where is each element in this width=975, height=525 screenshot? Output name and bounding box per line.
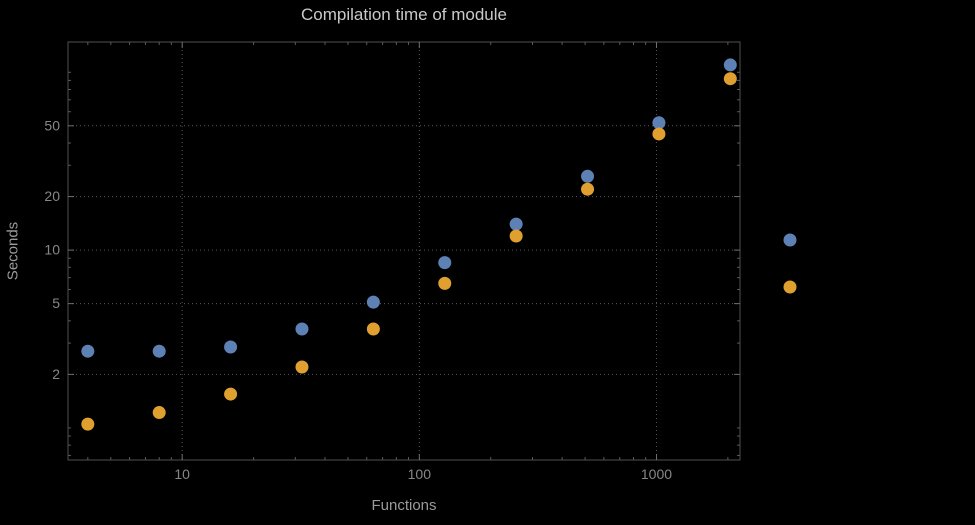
data-point-blue [152, 344, 166, 358]
y-tick-label: 2 [52, 366, 60, 382]
data-point-orange [152, 406, 166, 420]
chart-title: Compilation time of module [301, 5, 507, 24]
data-point-orange [366, 322, 380, 336]
y-tick-label: 10 [44, 242, 60, 258]
data-point-orange [581, 182, 595, 196]
legend-marker-blue [783, 233, 797, 247]
x-axis-label: Functions [371, 497, 437, 514]
data-point-blue [295, 322, 309, 336]
data-point-blue [652, 116, 666, 130]
x-tick-label: 100 [408, 466, 432, 482]
data-point-blue [438, 256, 452, 270]
data-point-orange [652, 127, 666, 141]
data-point-orange [438, 276, 452, 290]
data-point-orange [723, 72, 737, 86]
y-tick-label: 50 [44, 117, 60, 133]
data-point-blue [509, 217, 523, 231]
data-point-blue [723, 58, 737, 72]
data-point-orange [81, 417, 95, 431]
y-axis-label: Seconds [4, 221, 22, 281]
y-tick-label: 5 [52, 295, 60, 311]
x-tick-label: 1000 [641, 466, 672, 482]
plot-frame [67, 41, 741, 461]
data-point-orange [295, 360, 309, 374]
data-point-blue [366, 295, 380, 309]
data-point-blue [581, 169, 595, 183]
data-point-orange [224, 387, 238, 401]
data-point-blue [81, 344, 95, 358]
x-tick-label: 10 [174, 466, 190, 482]
data-point-orange [509, 229, 523, 243]
data-point-blue [224, 340, 238, 354]
legend-marker-orange [783, 280, 797, 294]
y-tick-label: 20 [44, 188, 60, 204]
